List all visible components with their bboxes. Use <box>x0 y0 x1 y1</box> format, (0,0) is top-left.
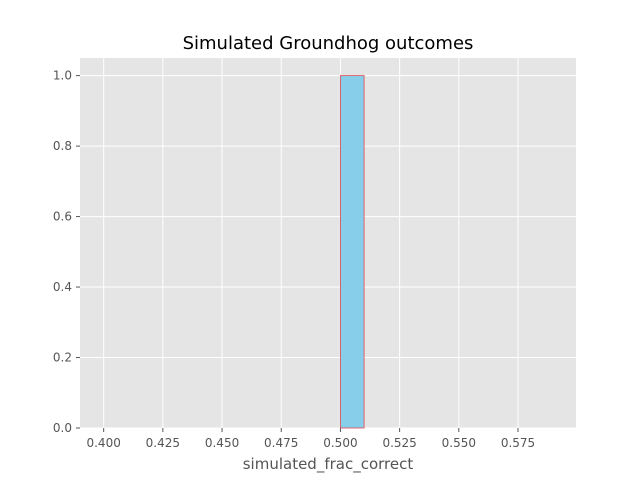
y-tick-label: 1.0 <box>53 69 72 83</box>
x-axis-label: simulated_frac_correct <box>243 455 414 474</box>
histogram-bars <box>340 75 365 429</box>
x-tick-label: 0.500 <box>323 436 357 450</box>
x-tick-label: 0.525 <box>382 436 416 450</box>
x-tick-label: 0.550 <box>442 436 476 450</box>
x-tick-label: 0.425 <box>146 436 180 450</box>
y-axis: 0.0 0.2 0.4 0.6 0.8 1.0 <box>53 69 80 435</box>
y-tick-label: 0.6 <box>53 210 72 224</box>
x-tick-label: 0.475 <box>264 436 298 450</box>
y-tick-label: 0.4 <box>53 280 72 294</box>
chart-title: Simulated Groundhog outcomes <box>183 33 474 54</box>
histogram-bar <box>340 75 365 429</box>
x-tick-label: 0.400 <box>86 436 120 450</box>
x-tick-label: 0.575 <box>501 436 535 450</box>
y-tick-label: 0.2 <box>53 351 72 365</box>
y-tick-label: 0.0 <box>53 421 72 435</box>
plot-area <box>80 58 576 428</box>
x-axis: 0.400 0.425 0.450 0.475 0.500 0.525 0.550 0.575 <box>86 428 535 450</box>
y-tick-label: 0.8 <box>53 139 72 153</box>
x-tick-label: 0.450 <box>205 436 239 450</box>
